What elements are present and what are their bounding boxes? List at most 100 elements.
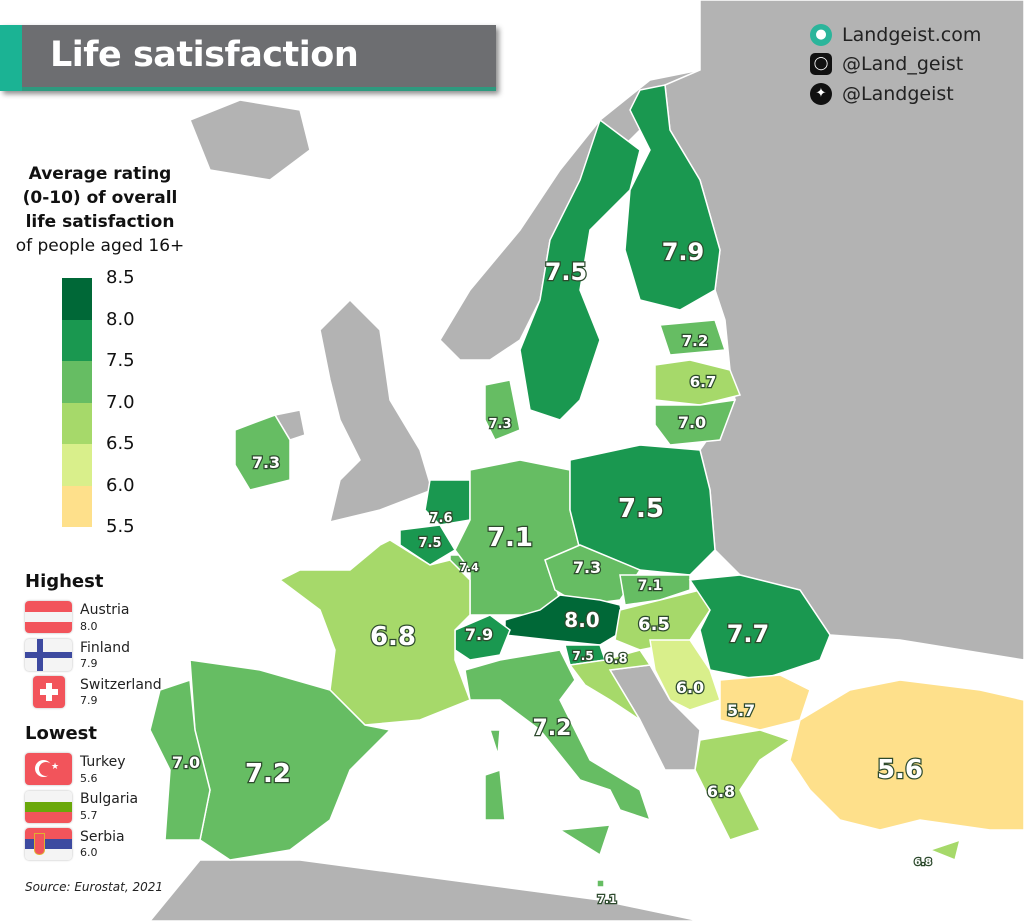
legend-title-line: Average rating	[28, 164, 172, 184]
finland-value-label: 7.9	[662, 238, 705, 266]
poland-value-label: 7.5	[618, 494, 664, 524]
switzerland-value-label: 7.9	[465, 625, 493, 644]
website-link[interactable]: ● Landgeist.com	[810, 24, 981, 46]
north-africa-region	[149, 859, 701, 921]
highest-name: Finland	[80, 640, 131, 656]
portugal-region	[149, 678, 211, 841]
legend-bin	[62, 444, 92, 486]
legend-bin	[62, 361, 92, 403]
highest-value: 7.9	[80, 694, 98, 707]
switzerland-flag	[33, 676, 65, 708]
serbia-region	[649, 639, 721, 711]
balkans-region	[608, 664, 701, 771]
highest-value: 7.9	[80, 657, 98, 670]
legend-title-line: (0-10) of overall	[22, 188, 178, 208]
title-banner: Life satisfaction	[0, 25, 496, 91]
legend-bin	[62, 278, 92, 320]
portugal-value-label: 7.0	[172, 753, 200, 772]
slovakia-region	[619, 574, 691, 606]
spain-value-label: 7.2	[245, 759, 291, 789]
italy-value-label: 7.2	[533, 716, 572, 741]
croatia-value-label: 6.8	[604, 652, 627, 667]
czechia-region	[544, 544, 642, 606]
austria-value-label: 8.0	[564, 608, 599, 632]
finland-region	[624, 84, 721, 311]
ireland-region	[234, 414, 291, 491]
lowest-value: 5.7	[80, 809, 98, 822]
estonia-value-label: 7.2	[682, 332, 709, 350]
slovenia-value-label: 7.5	[572, 649, 593, 663]
cyprus-region	[927, 838, 962, 862]
great-britain-region	[319, 298, 433, 524]
lithuania-value-label: 7.0	[678, 413, 706, 432]
iceland-region	[189, 99, 311, 181]
serbia-value-label: 6.0	[676, 678, 704, 697]
romania-value-label: 7.7	[727, 620, 770, 648]
turkey-flag: ★	[25, 753, 72, 785]
title-accent	[0, 25, 22, 91]
romania-region	[688, 574, 831, 681]
legend-tick: 8.0	[106, 308, 135, 330]
bulgaria-flag	[25, 791, 72, 823]
ireland-value-label: 7.3	[252, 453, 280, 472]
hungary-region	[614, 589, 711, 651]
denmark-region	[484, 379, 521, 441]
belgium-region	[399, 524, 457, 566]
austria-flag	[25, 601, 72, 633]
serbia-flag	[25, 828, 72, 860]
legend-bin	[62, 485, 92, 527]
denmark-value-label: 7.3	[488, 417, 511, 432]
netherlands-value-label: 7.6	[429, 511, 452, 526]
lowest-value: 6.0	[80, 846, 98, 859]
twitter-link[interactable]: ✦ @Landgeist	[810, 83, 954, 105]
highest-heading: Highest	[25, 571, 104, 592]
lowest-heading: Lowest	[25, 723, 97, 744]
czechia-value-label: 7.3	[573, 558, 601, 577]
estonia-region	[658, 319, 727, 356]
france-value-label: 6.8	[370, 622, 416, 652]
instagram-link[interactable]: ◯ @Land_geist	[810, 53, 963, 75]
greece-region	[694, 729, 792, 841]
value-labels: 7.5 7.9 7.2 6.7 7.0 7.3 7.3 7.6 7.5 7.4 7.1 7.5 7.3 7…	[171, 237, 934, 908]
instagram-text: @Land_geist	[842, 53, 964, 75]
italy-island	[484, 768, 506, 821]
lowest-name: Turkey	[80, 754, 126, 770]
cyprus-value-label: 6.8	[914, 857, 932, 868]
page-title: Life satisfaction	[50, 35, 359, 75]
countries	[149, 84, 1024, 888]
twitter-icon: ✦	[810, 83, 832, 105]
title-underline	[22, 87, 496, 91]
sweden-value-label: 7.5	[545, 258, 588, 286]
italy-island	[557, 824, 612, 857]
turkey-value-label: 5.6	[877, 755, 923, 785]
twitter-text: @Landgeist	[842, 83, 954, 105]
lithuania-region	[654, 399, 737, 446]
legend-subtitle: of people aged 16+	[15, 236, 185, 256]
latvia-value-label: 6.7	[690, 373, 717, 391]
highest-name: Switzerland	[80, 677, 162, 693]
malta-region	[596, 879, 605, 888]
netherlands-region	[424, 479, 471, 526]
lowest-name: Bulgaria	[80, 791, 139, 807]
no-data-land	[149, 0, 1024, 921]
source-note: Source: Eurostat, 2021	[25, 880, 163, 894]
hungary-value-label: 6.5	[638, 614, 670, 635]
bulgaria-value-label: 5.7	[727, 701, 755, 720]
poland-region	[569, 444, 716, 576]
belgium-value-label: 7.5	[418, 536, 441, 551]
instagram-icon: ◯	[810, 53, 832, 75]
website-text: Landgeist.com	[842, 24, 982, 46]
finland-flag	[25, 639, 72, 671]
germany-value-label: 7.1	[487, 523, 533, 553]
turkey-region	[789, 679, 1024, 831]
greece-value-label: 6.8	[707, 782, 735, 801]
malta-value-label: 7.1	[597, 893, 617, 906]
italy-island	[488, 729, 501, 756]
legend-tick: 5.5	[106, 516, 135, 537]
lowest-value: 5.6	[80, 772, 98, 785]
legend-tick: 6.5	[106, 433, 135, 454]
latvia-region	[654, 359, 742, 406]
sweden-region	[519, 118, 641, 421]
